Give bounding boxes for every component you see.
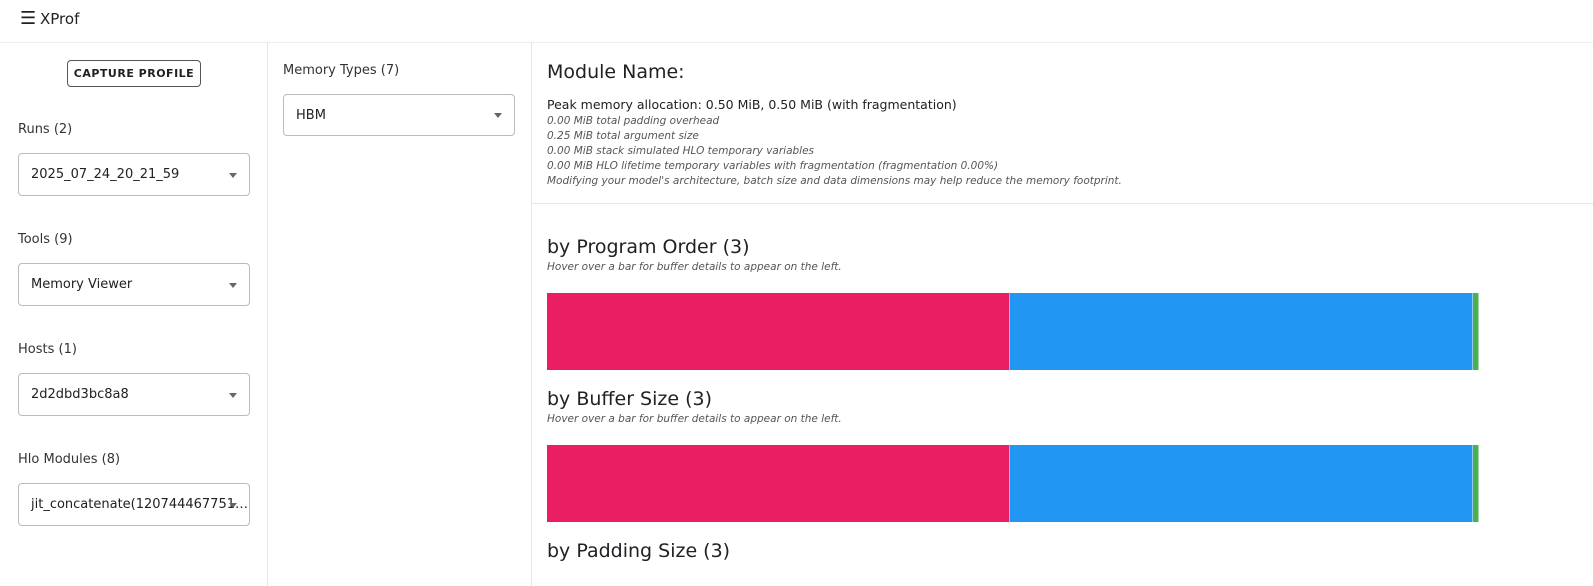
memory-detail: 0.25 MiB total argument size	[547, 130, 699, 142]
section-title: by Program Order (3)	[547, 236, 750, 258]
module-title: Module Name:	[547, 61, 685, 83]
sidebar-divider	[267, 42, 268, 586]
section-hint: Hover over a bar for buffer details to a…	[547, 261, 842, 273]
memory-detail: 0.00 MiB stack simulated HLO temporary v…	[547, 145, 815, 157]
peak-memory: Peak memory allocation: 0.50 MiB, 0.50 M…	[547, 97, 957, 112]
buffer-segment[interactable]	[1473, 293, 1479, 370]
buffer-segment[interactable]	[547, 293, 1011, 370]
select-label: Runs (2)	[18, 122, 73, 137]
module-divider	[531, 203, 1593, 204]
buffer-segment[interactable]	[1010, 293, 1474, 370]
section-title: by Buffer Size (3)	[547, 388, 713, 410]
menu-icon[interactable]: ☰	[20, 8, 37, 29]
memory-detail: 0.00 MiB total padding overhead	[547, 115, 720, 127]
app-title: XProf	[40, 10, 80, 28]
buffer-bar	[547, 445, 1479, 522]
buffer-segment[interactable]	[547, 445, 1011, 522]
panel-divider	[531, 42, 532, 586]
select-label: Hlo Modules (8)	[18, 452, 121, 467]
buffer-segment[interactable]	[1473, 445, 1479, 522]
select-label: Tools (9)	[18, 232, 73, 247]
section-title: by Padding Size (3)	[547, 540, 731, 562]
memory-types-select[interactable]: HBM	[283, 94, 515, 136]
buffer-segment[interactable]	[1010, 445, 1474, 522]
capture-button[interactable]: CAPTURE PROFILE	[67, 60, 201, 87]
buffer-bar	[547, 293, 1479, 370]
select-box[interactable]: 2d2dbd3bc8a8	[18, 373, 250, 416]
memory-types-label: Memory Types (7)	[283, 63, 400, 78]
select-box[interactable]: jit_concatenate(120744467751…	[18, 483, 250, 526]
select-box[interactable]: 2025_07_24_20_21_59	[18, 153, 250, 196]
memory-detail: Modifying your model's architecture, bat…	[547, 175, 1122, 187]
header-divider	[0, 42, 1593, 43]
memory-detail: 0.00 MiB HLO lifetime temporary variable…	[547, 160, 999, 172]
select-box[interactable]: Memory Viewer	[18, 263, 250, 306]
section-hint: Hover over a bar for buffer details to a…	[547, 413, 842, 425]
select-label: Hosts (1)	[18, 342, 77, 357]
